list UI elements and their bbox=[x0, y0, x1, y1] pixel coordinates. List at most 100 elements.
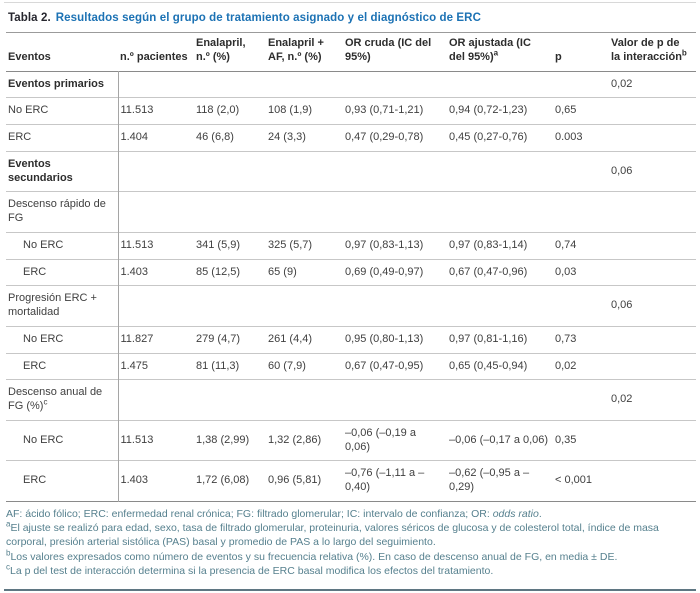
data-cell bbox=[447, 71, 553, 98]
table-row: ERC 1.475 81 (11,3) 60 (7,9) 0,67 (0,47-0,95… bbox=[6, 353, 696, 380]
data-cell: 0,97 (0,81-1,16) bbox=[449, 332, 528, 345]
data-cell bbox=[553, 71, 609, 98]
data-cell: 24 (3,3) bbox=[268, 131, 306, 143]
data-cell: 0,47 (0,29-0,78) bbox=[345, 131, 424, 143]
data-cell: 108 (1,9) bbox=[268, 104, 313, 117]
bottom-divider bbox=[4, 588, 696, 591]
row-label: Eventos secundarios bbox=[8, 157, 73, 184]
data-cell: 341 (5,9) bbox=[196, 238, 241, 251]
row-label: ERC bbox=[23, 474, 47, 487]
data-cell: 1.403 bbox=[117, 259, 194, 286]
data-cell bbox=[266, 151, 343, 192]
data-cell: 0,67 (0,47-0,96) bbox=[449, 265, 528, 278]
data-cell bbox=[266, 71, 343, 98]
data-cell bbox=[553, 192, 609, 233]
data-cell bbox=[194, 71, 266, 98]
data-cell: 11.827 bbox=[117, 326, 194, 353]
data-cell: 0,74 bbox=[555, 238, 577, 251]
header-or-ajustada: OR ajustada (IC del 95%)a bbox=[449, 37, 531, 63]
interaction-p-cell bbox=[609, 232, 696, 259]
data-cell: 0,03 bbox=[555, 265, 577, 278]
data-cell: < 0,001 bbox=[555, 474, 593, 487]
data-cell: 279 (4,7) bbox=[196, 332, 241, 345]
data-cell bbox=[343, 71, 447, 98]
header-or-cruda: OR cruda (IC del 95%) bbox=[345, 37, 432, 63]
row-label: ERC bbox=[23, 265, 47, 278]
footnote-sup: b bbox=[6, 548, 11, 558]
data-cell: 1.475 bbox=[117, 353, 194, 380]
table-row: Descenso rápido de FG bbox=[6, 191, 696, 233]
top-divider bbox=[4, 2, 696, 3]
data-cell: 60 (7,9) bbox=[268, 359, 306, 372]
data-cell: –0,62 (–0,95 a –0,29) bbox=[449, 467, 530, 493]
data-cell: 0,97 (0,83-1,14) bbox=[449, 238, 528, 251]
table-row: Descenso anual de FG (%)c 0,02 bbox=[6, 379, 696, 421]
data-cell: 0,97 (0,83-1,13) bbox=[345, 238, 424, 251]
interaction-p-cell: 0,06 bbox=[611, 299, 633, 312]
interaction-p-cell bbox=[609, 326, 696, 353]
header-sup: a bbox=[493, 48, 499, 58]
data-cell bbox=[194, 286, 266, 327]
row-label: ERC bbox=[23, 359, 47, 372]
row-label-sup: c bbox=[43, 397, 48, 407]
header-n-pacientes: n.º pacientes bbox=[120, 50, 188, 63]
data-cell bbox=[553, 380, 609, 421]
data-cell bbox=[343, 151, 447, 192]
data-cell: –0,76 (–1,11 a –0,40) bbox=[345, 467, 425, 493]
header-enalapril-af: Enalapril + AF, n.º (%) bbox=[268, 37, 324, 63]
header-eventos: Eventos bbox=[8, 50, 51, 63]
data-cell bbox=[343, 192, 447, 233]
footnote-line: cLa p del test de interacción determina … bbox=[6, 562, 494, 578]
data-cell: 0,69 (0,49-0,97) bbox=[345, 265, 424, 278]
data-cell: 46 (6,8) bbox=[196, 131, 234, 143]
table-row: ERC 1.403 85 (12,5) 65 (9) 0,69 (0,49-0,97) 0… bbox=[6, 259, 696, 286]
interaction-p-cell bbox=[609, 461, 696, 502]
data-cell: 1.403 bbox=[117, 460, 194, 502]
data-cell: –0,06 (–0,17 a 0,06) bbox=[449, 433, 549, 446]
data-cell bbox=[447, 192, 553, 233]
interaction-p-cell: 0,02 bbox=[611, 77, 633, 90]
data-cell: 65 (9) bbox=[268, 265, 297, 278]
footnote-italic-term: odds ratio bbox=[492, 507, 539, 520]
interaction-p-cell: 0,06 bbox=[611, 164, 633, 177]
interaction-p-cell bbox=[609, 420, 696, 461]
data-cell bbox=[194, 192, 266, 233]
row-label: Progresión ERC + mortalidad bbox=[8, 292, 97, 318]
data-cell bbox=[343, 286, 447, 327]
data-cell: 0,96 (5,81) bbox=[268, 474, 322, 487]
table-row: ERC 1.404 46 (6,8) 24 (3,3) 0,47 (0,29-0,78)… bbox=[6, 124, 696, 152]
data-cell bbox=[194, 380, 266, 421]
data-cell: 325 (5,7) bbox=[268, 238, 313, 251]
data-cell bbox=[117, 71, 194, 98]
footnote-sup: a bbox=[6, 519, 11, 529]
data-cell bbox=[117, 191, 194, 233]
data-cell bbox=[117, 151, 194, 192]
row-label: Eventos primarios bbox=[8, 77, 104, 90]
row-label: No ERC bbox=[23, 238, 64, 251]
data-cell: 0,65 (0,45-0,94) bbox=[449, 359, 528, 372]
table-title: Tabla 2. Resultados según el grupo de tra… bbox=[0, 3, 700, 32]
data-cell: 118 (2,0) bbox=[196, 104, 240, 117]
data-cell: 261 (4,4) bbox=[268, 332, 313, 345]
data-cell: 0,73 bbox=[555, 332, 577, 345]
table-row: ERC 1.403 1,72 (6,08) 0,96 (5,81) –0,76 (–1,… bbox=[6, 460, 696, 502]
table-row: No ERC 11.513 1,38 (2,99) 1,32 (2,86) –0,06 … bbox=[6, 420, 696, 461]
data-cell: 0,45 (0,27-0,76) bbox=[449, 131, 528, 143]
row-label: No ERC bbox=[23, 433, 64, 446]
data-cell: –0,06 (–0,19 a 0,06) bbox=[345, 426, 416, 453]
interaction-p-cell bbox=[609, 98, 696, 125]
table-number: Tabla 2. bbox=[8, 12, 51, 24]
row-label: No ERC bbox=[8, 104, 49, 117]
data-cell bbox=[194, 151, 266, 192]
data-cell: 11.513 bbox=[117, 232, 194, 259]
results-table: Eventos n.º pacientes Enalapril, n.º (%)… bbox=[6, 32, 696, 502]
data-cell bbox=[266, 286, 343, 327]
footnotes: AF: ácido fólico; ERC: enfermedad renal … bbox=[6, 508, 694, 579]
data-cell bbox=[447, 286, 553, 327]
table-caption: Resultados según el grupo de tratamiento… bbox=[55, 12, 481, 24]
data-cell bbox=[117, 379, 194, 421]
data-cell bbox=[447, 151, 553, 192]
data-cell: 11.513 bbox=[117, 97, 194, 125]
header-p-interaccion: Valor de p de la interacciónb bbox=[611, 37, 687, 63]
